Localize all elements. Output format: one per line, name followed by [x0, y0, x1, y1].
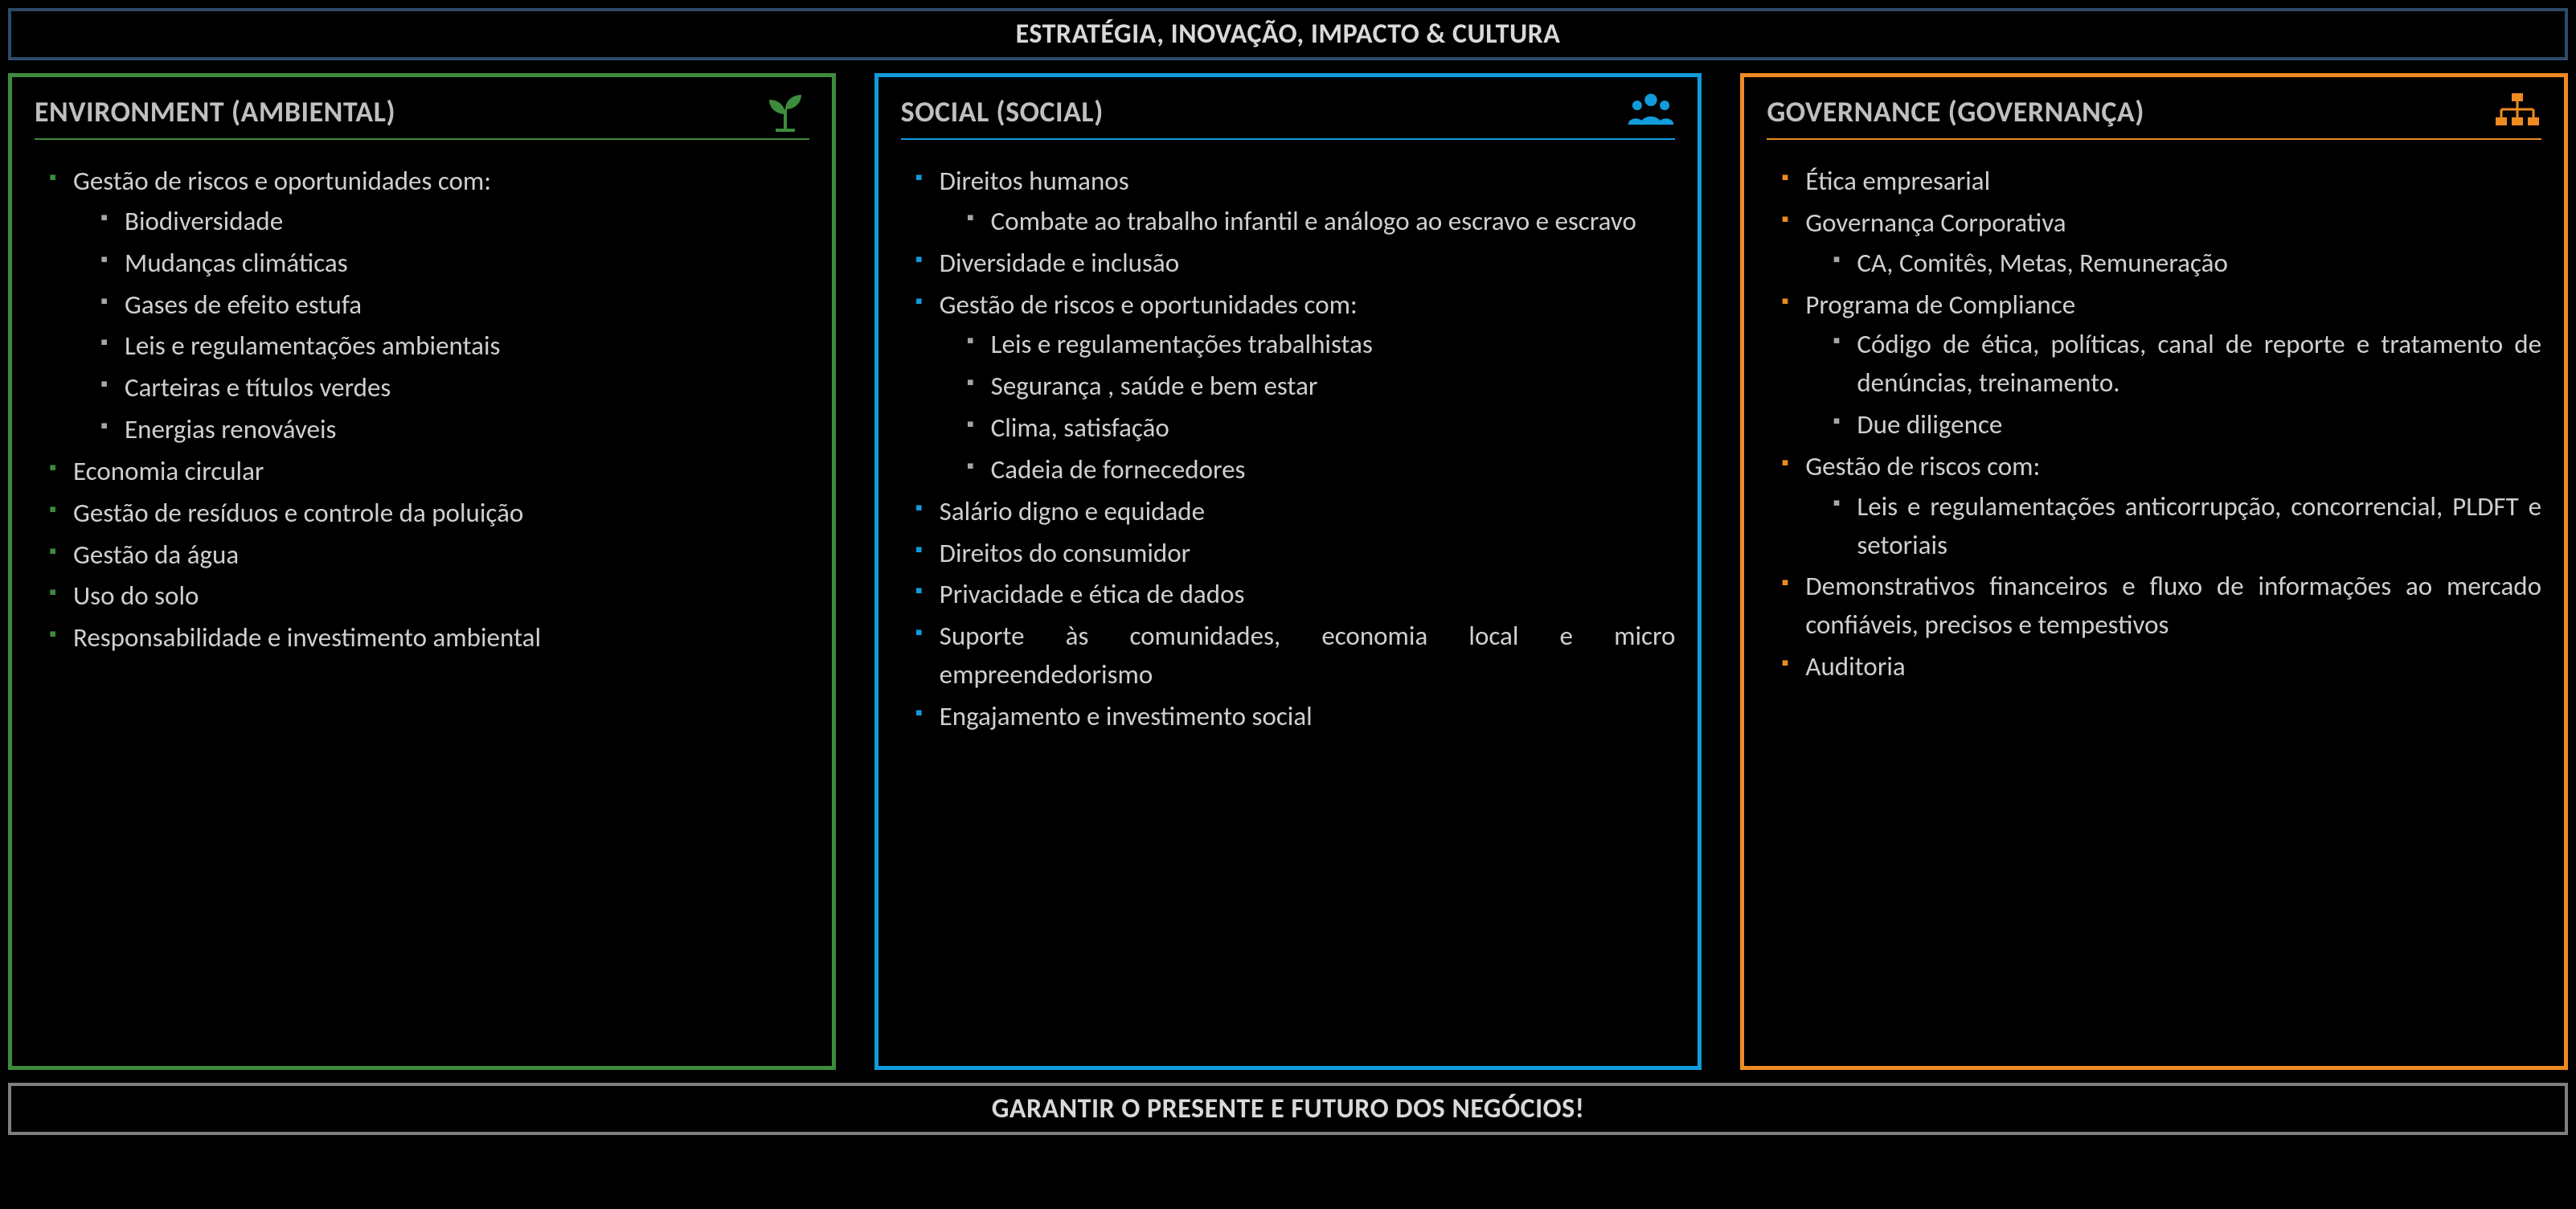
list-item: Clima, satisfação: [967, 409, 1676, 448]
panel-social: SOCIAL (SOCIAL) Direitos humanos Combate…: [874, 73, 1702, 1070]
list-item: Mudanças climáticas: [100, 244, 809, 283]
panel-social-title: SOCIAL (SOCIAL): [901, 94, 1104, 129]
governance-sublist-3: Leis e regulamentações anticorrupção, co…: [1805, 488, 2541, 565]
list-item: Auditoria: [1781, 648, 2541, 686]
panel-governance-header: GOVERNANCE (GOVERNANÇA): [1767, 92, 2541, 140]
list-item: Suporte às comunidades, economia local e…: [915, 617, 1676, 695]
panel-environment: ENVIRONMENT (AMBIENTAL) Gestão de riscos…: [8, 73, 836, 1070]
top-banner: ESTRATÉGIA, INOVAÇÃO, IMPACTO & CULTURA: [8, 8, 2568, 60]
columns-container: ENVIRONMENT (AMBIENTAL) Gestão de riscos…: [8, 73, 2568, 1070]
governance-sublist-2: Código de ética, políticas, canal de rep…: [1805, 326, 2541, 445]
list-item: Gases de efeito estufa: [100, 286, 809, 325]
list-item: Gestão de riscos com: Leis e regulamenta…: [1781, 448, 2541, 565]
environment-list: Gestão de riscos e oportunidades com: Bi…: [35, 162, 809, 658]
list-item: Direitos do consumidor: [915, 535, 1676, 573]
list-item: Privacidade e ética de dados: [915, 576, 1676, 614]
list-item: Demonstrativos financeiros e fluxo de in…: [1781, 568, 2541, 645]
panel-environment-header: ENVIRONMENT (AMBIENTAL): [35, 92, 809, 140]
panel-governance-title: GOVERNANCE (GOVERNANÇA): [1767, 94, 2144, 129]
bottom-banner: GARANTIR O PRESENTE E FUTURO DOS NEGÓCIO…: [8, 1083, 2568, 1135]
list-item: Código de ética, políticas, canal de rep…: [1833, 326, 2541, 403]
panel-environment-title: ENVIRONMENT (AMBIENTAL): [35, 94, 395, 129]
list-item: Energias renováveis: [100, 411, 809, 449]
social-sublist-2: Leis e regulamentações trabalhistas Segu…: [940, 326, 1676, 489]
list-item: Engajamento e investimento social: [915, 698, 1676, 736]
list-item: Cadeia de fornecedores: [967, 451, 1676, 490]
list-item: Gestão da água: [49, 536, 809, 575]
list-item: Combate ao trabalho infantil e análogo a…: [967, 203, 1676, 241]
environment-sublist-0: Biodiversidade Mudanças climáticas Gases…: [73, 203, 809, 449]
list-item: Gestão de riscos e oportunidades com: Bi…: [49, 162, 809, 449]
social-sublist-0: Combate ao trabalho infantil e análogo a…: [940, 203, 1676, 241]
bottom-banner-text: GARANTIR O PRESENTE E FUTURO DOS NEGÓCIO…: [992, 1092, 1585, 1125]
list-item: Programa de Compliance Código de ética, …: [1781, 286, 2541, 445]
list-item: Uso do solo: [49, 577, 809, 616]
list-item: Due diligence: [1833, 406, 2541, 445]
list-item: Leis e regulamentações ambientais: [100, 327, 809, 366]
list-item: Diversidade e inclusão: [915, 244, 1676, 283]
list-item: Salário digno e equidade: [915, 493, 1676, 531]
people-icon: [1627, 92, 1675, 132]
list-item: Ética empresarial: [1781, 162, 2541, 201]
list-item: Governança Corporativa CA, Comitês, Meta…: [1781, 204, 2541, 283]
list-item: Gestão de resíduos e controle da poluiçã…: [49, 494, 809, 533]
social-list: Direitos humanos Combate ao trabalho inf…: [901, 162, 1676, 736]
list-item: Direitos humanos Combate ao trabalho inf…: [915, 162, 1676, 241]
list-item: CA, Comitês, Metas, Remuneração: [1833, 244, 2541, 283]
list-item: Responsabilidade e investimento ambienta…: [49, 619, 809, 658]
sprout-icon: [761, 92, 809, 132]
top-banner-text: ESTRATÉGIA, INOVAÇÃO, IMPACTO & CULTURA: [1016, 18, 1561, 51]
governance-sublist-1: CA, Comitês, Metas, Remuneração: [1805, 244, 2541, 283]
org-chart-icon: [2493, 92, 2541, 132]
list-item: Gestão de riscos e oportunidades com: Le…: [915, 286, 1676, 490]
list-item: Leis e regulamentações anticorrupção, co…: [1833, 488, 2541, 565]
list-item: Economia circular: [49, 453, 809, 491]
panel-social-header: SOCIAL (SOCIAL): [901, 92, 1676, 140]
panel-governance: GOVERNANCE (GOVERNANÇA) Ética empresaria…: [1740, 73, 2568, 1070]
governance-list: Ética empresarial Governança Corporativa…: [1767, 162, 2541, 686]
list-item: Segurança , saúde e bem estar: [967, 367, 1676, 406]
list-item: Carteiras e títulos verdes: [100, 369, 809, 408]
list-item: Leis e regulamentações trabalhistas: [967, 326, 1676, 364]
list-item: Biodiversidade: [100, 203, 809, 241]
